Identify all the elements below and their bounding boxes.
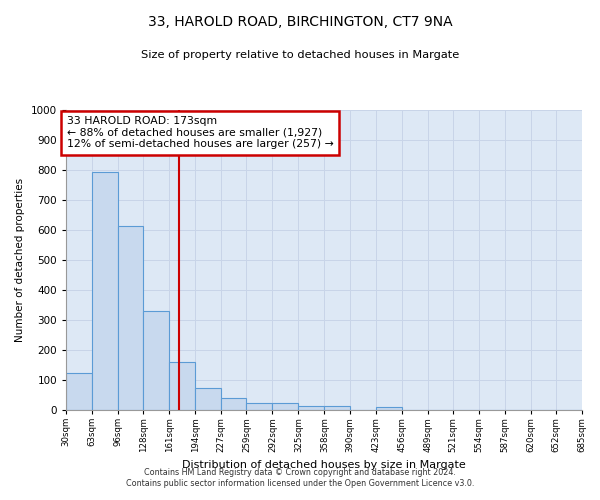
Bar: [221, 398, 247, 410]
Bar: [169, 362, 195, 410]
Bar: [92, 172, 118, 410]
Bar: [66, 372, 92, 410]
Bar: [195, 388, 221, 410]
X-axis label: Distribution of detached houses by size in Margate: Distribution of detached houses by size …: [182, 460, 466, 470]
Bar: [272, 404, 298, 410]
Text: 33 HAROLD ROAD: 173sqm
← 88% of detached houses are smaller (1,927)
12% of semi-: 33 HAROLD ROAD: 173sqm ← 88% of detached…: [67, 116, 334, 149]
Bar: [325, 406, 350, 410]
Bar: [376, 407, 401, 410]
Text: 33, HAROLD ROAD, BIRCHINGTON, CT7 9NA: 33, HAROLD ROAD, BIRCHINGTON, CT7 9NA: [148, 15, 452, 29]
Bar: [298, 406, 325, 410]
Y-axis label: Number of detached properties: Number of detached properties: [15, 178, 25, 342]
Text: Size of property relative to detached houses in Margate: Size of property relative to detached ho…: [141, 50, 459, 60]
Text: Contains HM Land Registry data © Crown copyright and database right 2024.
Contai: Contains HM Land Registry data © Crown c…: [126, 468, 474, 487]
Bar: [118, 226, 143, 410]
Bar: [143, 311, 169, 410]
Bar: [247, 402, 272, 410]
